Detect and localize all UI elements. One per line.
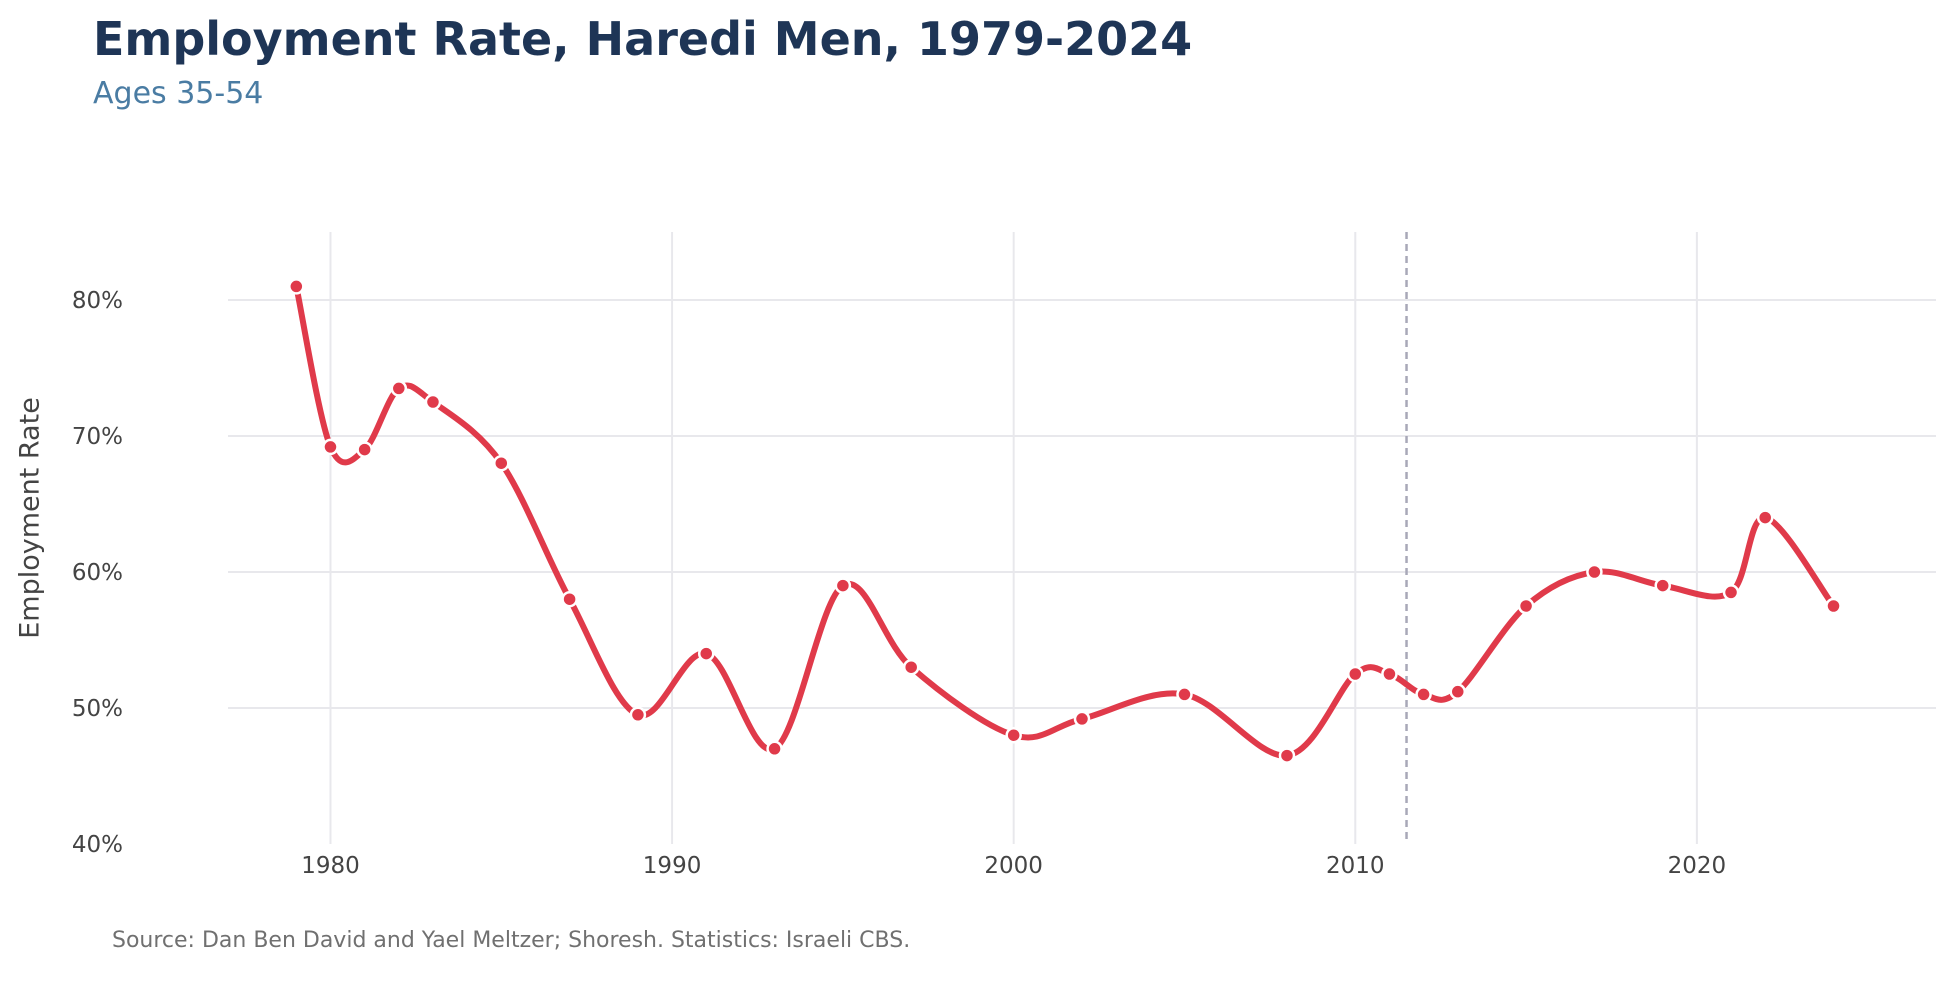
data-point [390,380,408,397]
data-point [493,454,510,472]
x-tick-label: 2010 [1326,853,1385,879]
data-point [1517,597,1535,615]
chart-subtitle: Ages 35-54 [93,76,264,111]
data-point [1449,683,1467,700]
employment-rate-chart: 1980 1990 2000 2010 2020 40% 50% 60% 70% 80% Emp… [15,232,1936,879]
y-tick-label: 60% [72,560,123,586]
data-point [766,740,783,758]
data-point [1176,686,1193,703]
x-axis-ticks: 1980 1990 2000 2010 2020 [301,853,1726,879]
data-point [561,590,578,608]
data-points [288,278,1842,764]
x-tick-label: 1990 [643,853,702,879]
x-tick-label: 2020 [1668,853,1727,879]
data-point [1756,509,1774,526]
data-point [1073,710,1091,728]
y-tick-label: 50% [72,696,123,722]
y-axis-title: Employment Rate [15,397,46,639]
data-point [356,441,373,458]
data-point [1381,665,1398,683]
data-point [1722,584,1740,601]
y-tick-label: 80% [72,288,123,314]
data-point [322,438,339,456]
data-point [902,658,920,676]
y-axis-ticks: 40% 50% 60% 70% 80% [72,288,123,858]
data-point [697,645,715,662]
x-tick-label: 1980 [301,853,360,879]
series-group [293,283,1837,759]
data-point [629,706,647,724]
data-point [1825,597,1842,615]
chart-title: Employment Rate, Haredi Men, 1979-2024 [93,12,1193,66]
grid-lines [228,232,1936,844]
series-line [293,283,1837,759]
y-tick-label: 40% [72,832,123,858]
data-point [424,393,442,411]
data-point [1347,665,1364,683]
data-point [288,278,305,295]
data-point [1415,686,1432,703]
data-point [1278,747,1296,764]
x-tick-label: 2000 [984,853,1043,879]
data-point [1005,726,1022,744]
source-note: Source: Dan Ben David and Yael Meltzer; … [112,928,911,953]
data-point [834,577,852,594]
data-point [1654,577,1671,594]
data-point [1586,563,1603,581]
y-tick-label: 70% [72,424,123,450]
